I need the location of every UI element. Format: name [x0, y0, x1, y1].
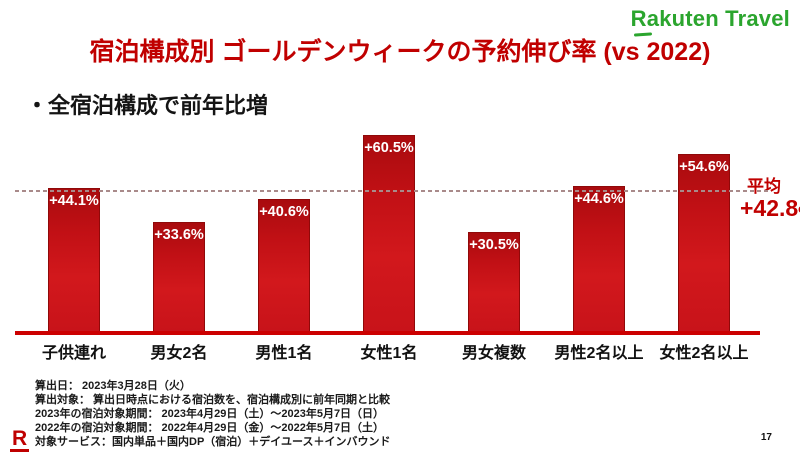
- average-label-value: +42.8%: [740, 195, 800, 222]
- bar-value-label: +40.6%: [259, 204, 309, 220]
- category-label-子供連れ: 子供連れ: [41, 345, 106, 362]
- footnote-line-3: 2023年の宿泊対象期間： 2023年4月29日（土）～2023年5月7日（日）: [35, 408, 385, 420]
- bar-value-label: +44.1%: [49, 193, 99, 209]
- bar-value-label: +30.5%: [469, 237, 519, 253]
- rakuten-r-logo: R: [10, 427, 30, 452]
- category-label-女性2名以上: 女性2名以上: [659, 345, 749, 362]
- average-dashed-line: [15, 190, 768, 192]
- average-number: +42.8: [740, 195, 799, 221]
- category-label-女性1名: 女性1名: [360, 345, 418, 362]
- bar-value-label: +44.6%: [574, 191, 624, 207]
- page-number: 17: [760, 432, 772, 443]
- bar-男性2名以上: +44.6%: [573, 186, 625, 331]
- slide-title: 宿泊構成別 ゴールデンウィークの予約伸び率 (vs 2022): [89, 38, 711, 66]
- average-label-title: 平均: [747, 177, 781, 196]
- bar-男女2名: +33.6%: [153, 222, 205, 331]
- footnote-line-2: 算出対象： 算出日時点における宿泊数を、宿泊構成別に前年同期と比較: [35, 394, 391, 406]
- footnotes-block: 算出日： 2023年3月28日（火） 算出対象： 算出日時点における宿泊数を、宿…: [35, 379, 391, 449]
- footnote-line-5: 対象サービス：国内単品＋国内DP（宿泊）＋デイユース＋インバウンド: [35, 436, 391, 448]
- average-percent-sign: %: [798, 203, 800, 219]
- category-label-男女2名: 男女2名: [150, 345, 208, 362]
- bar-value-label: +60.5%: [364, 140, 414, 156]
- rakuten-travel-logo: Rakuten Travel: [630, 6, 790, 37]
- bar-女性2名以上: +54.6%: [678, 154, 730, 331]
- category-label-男女複数: 男女複数: [461, 345, 526, 362]
- rakuten-travel-logo-text: Rakuten Travel: [630, 6, 790, 31]
- bar-女性1名: +60.5%: [363, 135, 415, 331]
- category-label-男性1名: 男性1名: [255, 345, 313, 362]
- bar-男女複数: +30.5%: [468, 232, 520, 331]
- subtitle-bullet-text: ・全宿泊構成で前年比増: [26, 93, 269, 118]
- footnote-line-1: 算出日： 2023年3月28日（火）: [35, 380, 191, 392]
- bar-value-label: +54.6%: [679, 159, 729, 175]
- bar-chart-plot-area: +44.1% +33.6% +40.6% +60.5% +30.5% +44.6% +54.…: [15, 117, 768, 335]
- bar-value-label: +33.6%: [154, 227, 204, 243]
- category-label-男性2名以上: 男性2名以上: [554, 345, 644, 362]
- footnote-line-4: 2022年の宿泊対象期間： 2022年4月29日（金）～2022年5月7日（土）: [35, 422, 385, 434]
- bar-子供連れ: +44.1%: [48, 188, 100, 331]
- bar-男性1名: +40.6%: [258, 199, 310, 331]
